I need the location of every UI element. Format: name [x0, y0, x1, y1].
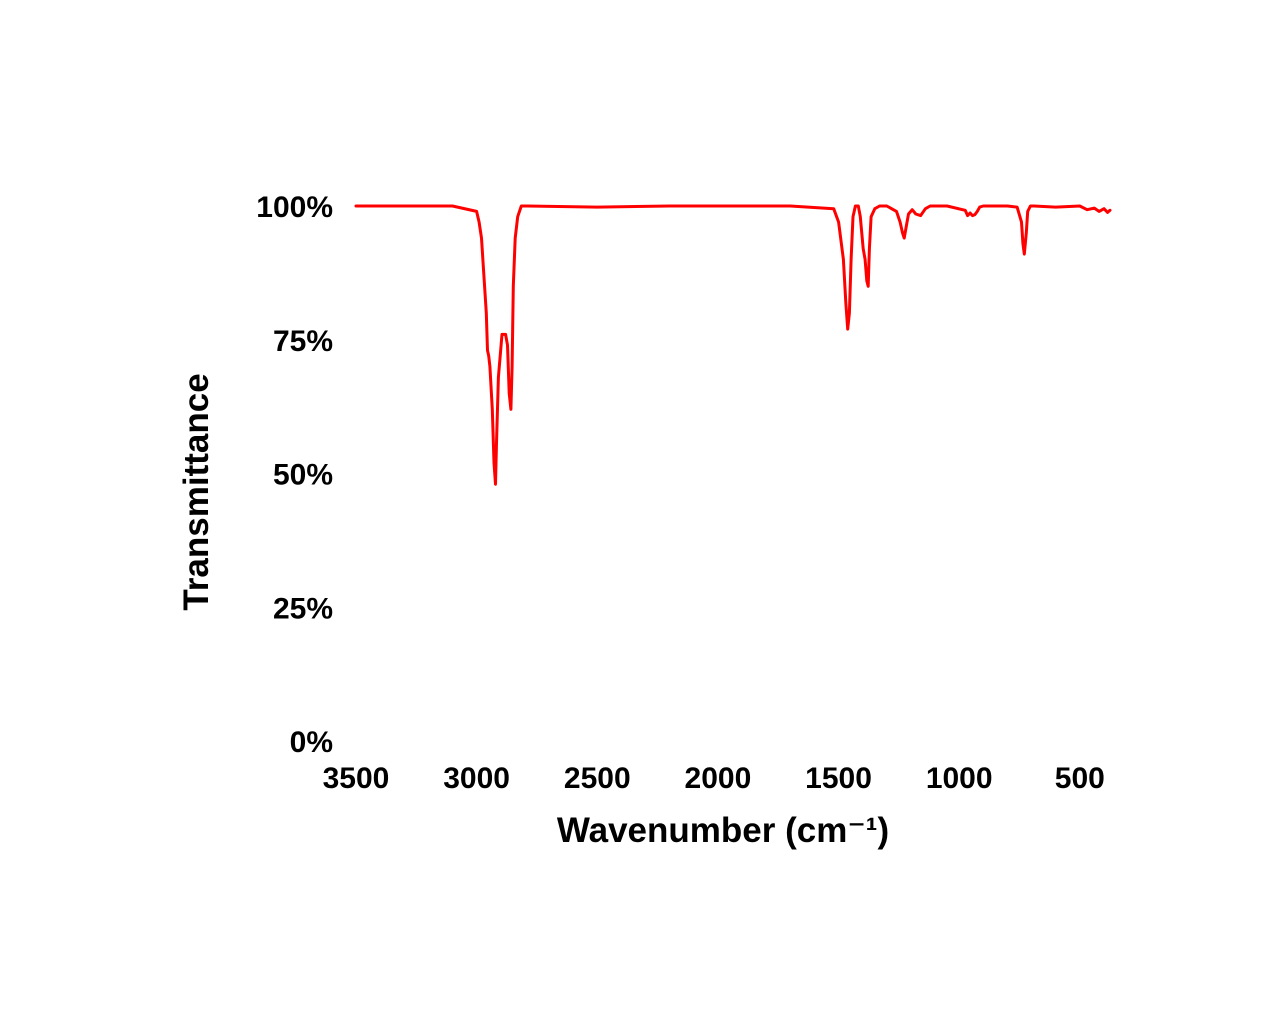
x-tick-label: 2000: [685, 762, 752, 795]
x-tick-label: 2500: [564, 762, 631, 795]
x-tick-label: 3500: [323, 762, 390, 795]
y-tick-label: 25%: [273, 592, 333, 625]
x-tick-label: 1500: [805, 762, 872, 795]
y-tick-label: 50%: [273, 459, 333, 492]
x-tick-label: 500: [1055, 762, 1105, 795]
x-tick-labels: 3500 3000 2500 2000 1500 1000 500: [323, 762, 1105, 795]
y-tick-label: 75%: [273, 325, 333, 358]
y-tick-labels: 100% 75% 50% 25% 0%: [256, 191, 333, 759]
x-tick-label: 3000: [443, 762, 510, 795]
y-axis-title: Transmittance: [177, 373, 216, 610]
x-axis-title: Wavenumber (cm⁻¹): [557, 811, 889, 850]
x-tick-label: 1000: [926, 762, 993, 795]
spectrum-series-line: [354, 204, 1112, 486]
series-group: [354, 204, 1112, 486]
y-tick-label: 0%: [290, 726, 333, 759]
y-tick-label: 100%: [256, 191, 333, 224]
